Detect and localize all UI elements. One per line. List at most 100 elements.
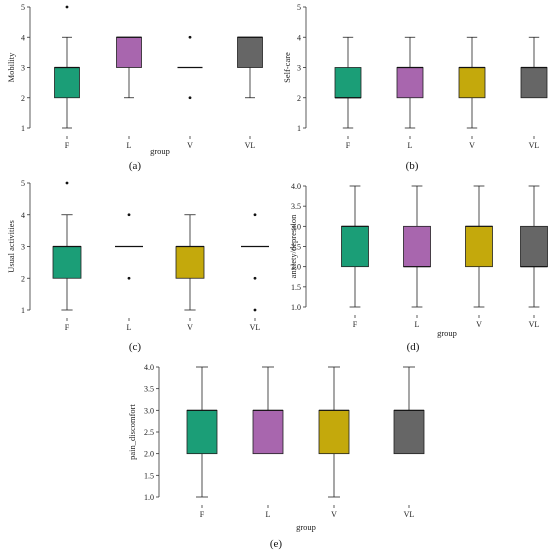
box-F: F — [54, 5, 80, 150]
y-tick-label: 4 — [21, 211, 25, 220]
y-axis-label: Self-care — [282, 52, 292, 83]
iqr-box — [403, 225, 431, 268]
panel-5: 1.0 1.5 2.0 2.5 3.0 3.5 4.0 pain_discomfort F L V V… — [127, 363, 425, 550]
y-tick-label: 3.0 — [144, 406, 154, 415]
box-V: V — [465, 185, 493, 329]
box-VL: VL — [393, 366, 425, 519]
y-tick-label: 2 — [297, 94, 301, 103]
panel-label: (b) — [406, 160, 419, 172]
box-F: F — [52, 181, 82, 332]
iqr-box — [520, 67, 548, 99]
iqr-box — [465, 225, 493, 268]
iqr-box — [393, 409, 425, 455]
panel-label: (d) — [407, 341, 420, 353]
iqr-box — [116, 36, 142, 68]
x-tick-label: L — [266, 510, 271, 519]
y-tick-label: 5 — [297, 3, 301, 12]
y-tick-label: 3.0 — [291, 222, 301, 231]
x-tick-label: VL — [529, 141, 540, 150]
x-tick-label: VL — [250, 323, 261, 332]
y-tick-label: 4.0 — [144, 363, 154, 372]
y-tick-label: 4 — [21, 33, 25, 42]
x-tick-label: V — [469, 141, 475, 150]
y-tick-label: 3 — [21, 64, 25, 73]
panel-4: 1.0 1.5 2.0 2.5 3.0 3.5 4.0 anxiety/depression F… — [288, 182, 548, 353]
box-L: L — [403, 185, 431, 329]
y-tick-label: 2.0 — [144, 450, 154, 459]
y-axis-label: Usual activities — [6, 220, 16, 273]
y-tick-label: 2.5 — [291, 243, 301, 252]
iqr-box — [318, 409, 350, 455]
box-L: L — [252, 366, 284, 519]
x-tick-label: L — [127, 141, 132, 150]
panel-3: 1 2 3 4 5 Usual activities F L V VL (c) — [6, 179, 269, 353]
iqr-box — [237, 36, 263, 68]
y-tick-label: 2.0 — [291, 263, 301, 272]
box-VL: VL — [520, 36, 548, 150]
box-VL: VL — [241, 213, 269, 332]
y-tick-label: 4.0 — [291, 182, 301, 191]
x-axis-label: group — [150, 146, 170, 156]
y-tick-label: 1.5 — [144, 471, 154, 480]
x-tick-label: V — [476, 320, 482, 329]
iqr-box — [334, 67, 362, 99]
x-tick-label: L — [408, 141, 413, 150]
panel-2: 1 2 3 4 5 Self-care F L V VL (b) — [282, 3, 548, 172]
outlier-point — [188, 96, 192, 100]
y-tick-label: 5 — [21, 3, 25, 12]
y-tick-label: 1.5 — [291, 283, 301, 292]
x-tick-label: F — [353, 320, 358, 329]
outlier-point — [188, 35, 192, 39]
y-tick-label: 3 — [21, 243, 25, 252]
iqr-box — [458, 67, 486, 99]
y-tick-label: 1.0 — [291, 303, 301, 312]
y-tick-label: 2 — [21, 274, 25, 283]
box-L: L — [115, 213, 143, 332]
y-tick-label: 2.5 — [144, 428, 154, 437]
x-tick-label: F — [346, 141, 351, 150]
outlier-point — [65, 5, 69, 9]
box-L: L — [116, 36, 142, 150]
box-V: V — [318, 366, 350, 519]
outlier-point — [127, 276, 131, 280]
box-F: F — [341, 185, 369, 329]
panel-label: (e) — [270, 538, 283, 550]
x-axis-label: group — [296, 522, 316, 532]
x-tick-label: V — [187, 141, 193, 150]
x-tick-label: V — [331, 510, 337, 519]
outlier-point — [253, 308, 257, 312]
y-tick-label: 3.5 — [144, 385, 154, 394]
y-axis-label: anxiety/depression — [288, 214, 298, 278]
box-V: V — [175, 214, 205, 332]
y-tick-label: 1 — [21, 124, 25, 133]
y-tick-label: 3 — [297, 64, 301, 73]
box-F: F — [186, 366, 218, 519]
x-tick-label: VL — [529, 320, 540, 329]
y-tick-label: 3.5 — [291, 202, 301, 211]
x-axis-label: group — [437, 328, 457, 338]
outlier-point — [253, 276, 257, 280]
x-tick-label: L — [127, 323, 132, 332]
iqr-box — [252, 409, 284, 455]
y-axis-label: Mobility — [6, 52, 16, 83]
y-tick-label: 1 — [21, 306, 25, 315]
iqr-box — [396, 67, 424, 99]
iqr-box — [175, 246, 205, 279]
box-L: L — [396, 36, 424, 150]
x-tick-label: L — [415, 320, 420, 329]
x-tick-label: F — [200, 510, 205, 519]
iqr-box — [54, 67, 80, 99]
y-tick-label: 5 — [21, 179, 25, 188]
outlier-point — [127, 213, 131, 217]
box-V: V — [177, 35, 203, 150]
x-tick-label: V — [187, 323, 193, 332]
x-tick-label: F — [65, 141, 70, 150]
x-tick-label: VL — [404, 510, 415, 519]
y-tick-label: 2 — [21, 94, 25, 103]
box-VL: VL — [520, 185, 548, 329]
x-tick-label: VL — [245, 141, 256, 150]
outlier-point — [253, 213, 257, 217]
panel-label: (a) — [129, 160, 142, 172]
iqr-box — [341, 225, 369, 268]
